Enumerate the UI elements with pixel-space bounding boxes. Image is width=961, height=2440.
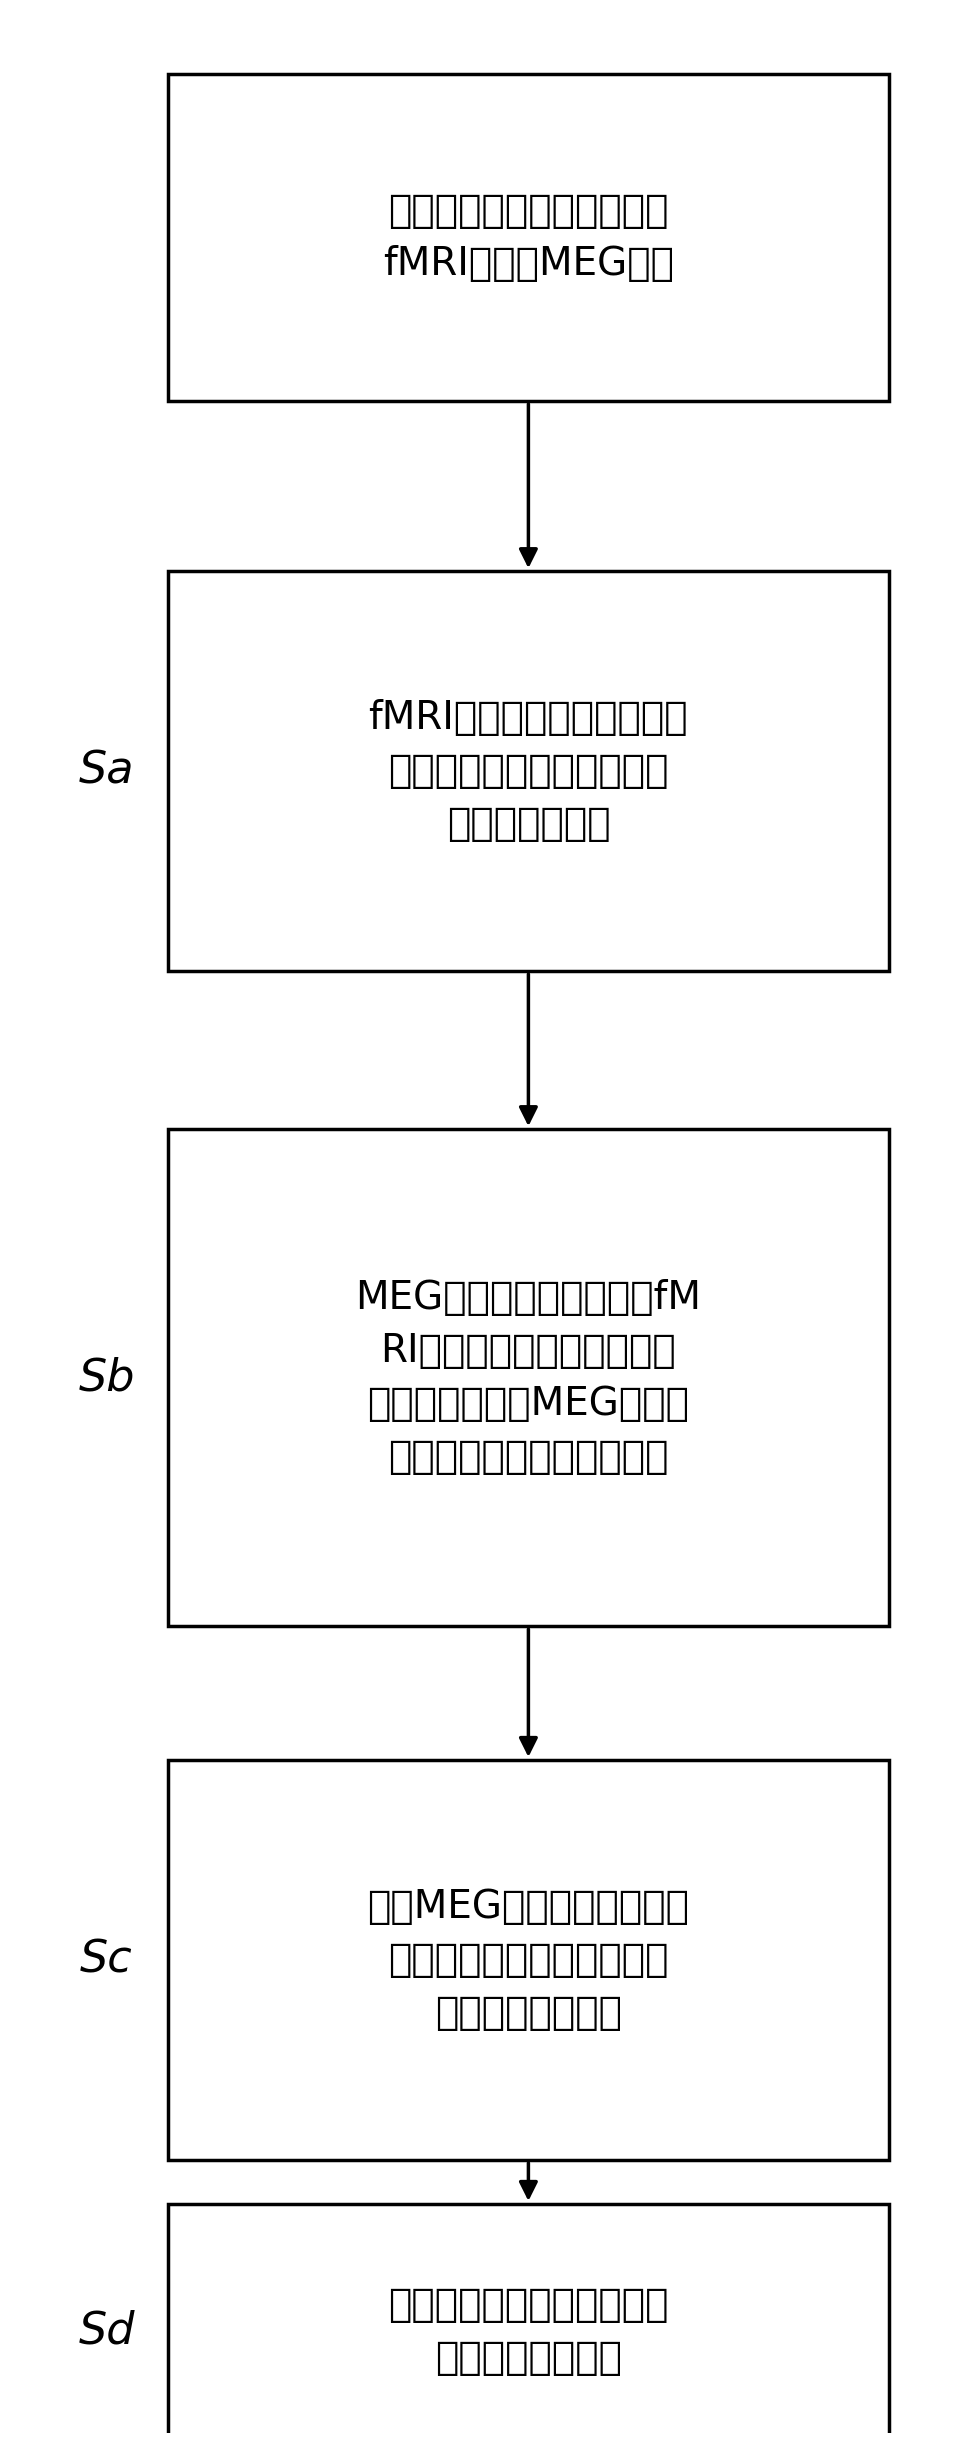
FancyBboxPatch shape: [168, 1759, 888, 2159]
FancyBboxPatch shape: [168, 571, 888, 971]
FancyBboxPatch shape: [168, 73, 888, 400]
FancyBboxPatch shape: [168, 2203, 888, 2440]
Text: Sb: Sb: [78, 1357, 135, 1398]
Text: Sa: Sa: [79, 749, 135, 793]
Text: 计算大脑网络脑区之间功能
连接的偏侧性指数: 计算大脑网络脑区之间功能 连接的偏侧性指数: [387, 2286, 668, 2377]
Text: 利用MEG数据中提取的脑区
的时间序列，进行脑区之间
的功能连接度分析: 利用MEG数据中提取的脑区 的时间序列，进行脑区之间 的功能连接度分析: [367, 1889, 689, 2033]
Text: Sc: Sc: [80, 1937, 133, 1981]
Text: 分别采集实验对象的静息态
fMRI图像和MEG数据: 分别采集实验对象的静息态 fMRI图像和MEG数据: [382, 193, 674, 283]
Text: fMRI图像预处理，并提取大
脑网络左右半球内脑区的空
间三维坐标信息: fMRI图像预处理，并提取大 脑网络左右半球内脑区的空 间三维坐标信息: [368, 700, 687, 844]
Text: Sd: Sd: [78, 2311, 135, 2352]
Text: MEG数据预处理，并基于fM
RI图像提取的脑区的空间三
维坐标信息，从MEG数据中
提取出对应的时间序列信息: MEG数据预处理，并基于fM RI图像提取的脑区的空间三 维坐标信息，从MEG数…: [356, 1279, 701, 1476]
FancyBboxPatch shape: [168, 1130, 888, 1627]
